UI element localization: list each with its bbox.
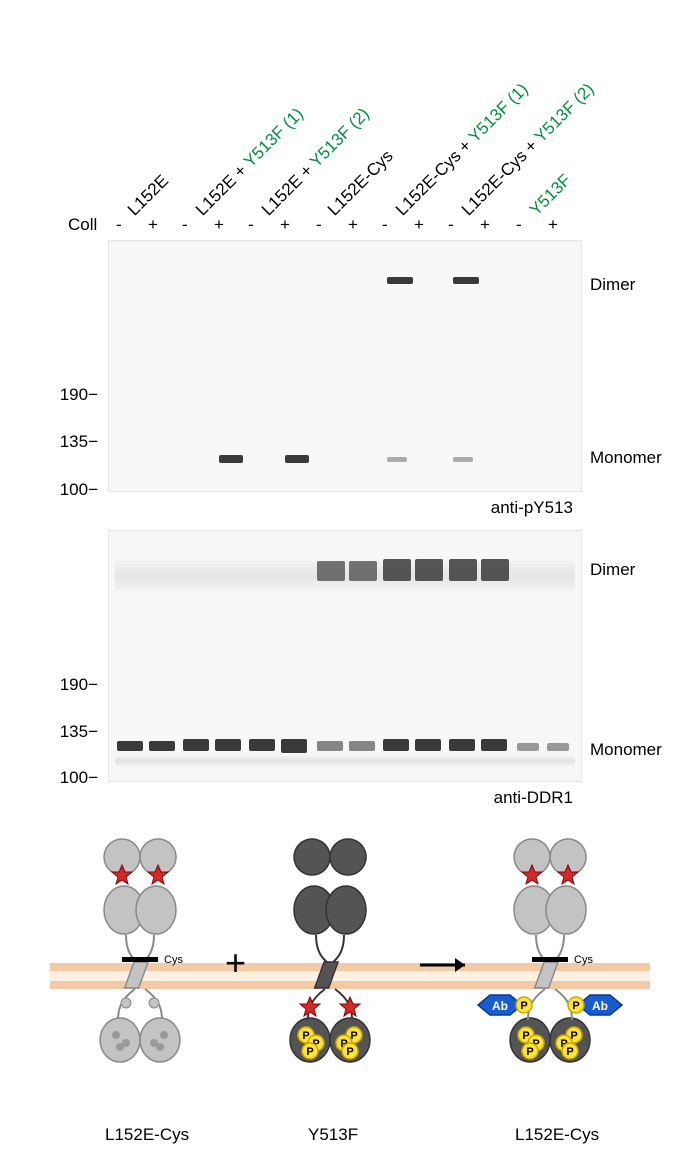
band-monomer-1 <box>219 455 243 463</box>
band-mon2-8 <box>349 741 375 751</box>
band-dimer-1 <box>387 277 413 284</box>
band-dimer2-1 <box>317 561 345 581</box>
blot-anti-py513 <box>108 240 582 492</box>
band-dimer2-3 <box>383 559 411 581</box>
label-dimer-2: Dimer <box>590 560 635 580</box>
coll-3: - <box>182 215 188 235</box>
band-monomer-3 <box>387 457 407 462</box>
mw-100-1: 100− <box>58 480 98 500</box>
lane-labels: L152E L152E + Y513F (1) L152E + Y513F (2… <box>0 0 693 210</box>
mw-135-1: 135− <box>58 432 98 452</box>
coll-4: + <box>214 215 224 235</box>
coll-label: Coll <box>68 215 97 235</box>
band-monomer-4 <box>453 457 473 462</box>
coll-12: + <box>480 215 490 235</box>
lane-label-2: L152E + Y513F (1) <box>192 104 308 220</box>
coll-5: - <box>248 215 254 235</box>
diagram-svg: P Ab Cys + <box>50 815 650 1155</box>
receptor-l152e-cys-left: Cys <box>100 839 183 1062</box>
band-dimer2-4 <box>415 559 443 581</box>
band-mon2-11 <box>449 739 475 751</box>
coll-2: + <box>148 215 158 235</box>
plus-sign: + <box>225 942 246 983</box>
band-dimer-2 <box>453 277 479 284</box>
band-mon2-1 <box>117 741 143 751</box>
coll-8: + <box>348 215 358 235</box>
coll-7: - <box>316 215 322 235</box>
ab-label-2: anti-DDR1 <box>494 788 573 808</box>
coll-13: - <box>516 215 522 235</box>
lane-label-1: L152E <box>124 171 173 220</box>
band-monomer-2 <box>285 455 309 463</box>
band-mon2-7 <box>317 741 343 751</box>
lane-label-5: L152E-Cys + Y513F (1) <box>392 79 533 220</box>
label-dimer-1: Dimer <box>590 275 635 295</box>
band-dimer2-6 <box>481 559 509 581</box>
blot-anti-ddr1 <box>108 530 582 782</box>
coll-10: + <box>414 215 424 235</box>
smear-mon-lower <box>115 756 575 766</box>
diagram-label-3: L152E-Cys <box>515 1125 599 1145</box>
band-mon2-10 <box>415 739 441 751</box>
lane-label-6: L152E-Cys + Y513F (2) <box>458 79 599 220</box>
lane-label-7: Y513F <box>526 170 576 220</box>
coll-1: - <box>116 215 122 235</box>
band-mon2-2 <box>149 741 175 751</box>
coll-14: + <box>548 215 558 235</box>
diagram-label-2: Y513F <box>308 1125 358 1145</box>
label-monomer-2: Monomer <box>590 740 662 760</box>
mw-190-2: 190− <box>58 675 98 695</box>
mw-190-1: 190− <box>58 385 98 405</box>
diagram-label-1: L152E-Cys <box>105 1125 189 1145</box>
coll-11: - <box>448 215 454 235</box>
ab-label-1: anti-pY513 <box>491 498 573 518</box>
svg-text:Cys: Cys <box>164 954 183 966</box>
svg-text:Cys: Cys <box>574 954 593 966</box>
band-mon2-5 <box>249 739 275 751</box>
band-mon2-3 <box>183 739 209 751</box>
receptor-complex: Cys <box>478 839 622 1062</box>
band-dimer2-2 <box>349 561 377 581</box>
band-mon2-12 <box>481 739 507 751</box>
label-monomer-1: Monomer <box>590 448 662 468</box>
mw-135-2: 135− <box>58 722 98 742</box>
band-mon2-13 <box>517 743 539 751</box>
band-mon2-9 <box>383 739 409 751</box>
diagram: P Ab Cys + <box>50 815 650 1155</box>
coll-6: + <box>280 215 290 235</box>
band-mon2-4 <box>215 739 241 751</box>
band-dimer2-5 <box>449 559 477 581</box>
mw-100-2: 100− <box>58 768 98 788</box>
lane-label-4: L152E-Cys <box>324 146 398 220</box>
band-mon2-14 <box>547 743 569 751</box>
band-mon2-6 <box>281 739 307 753</box>
coll-9: - <box>382 215 388 235</box>
receptor-y513f <box>290 839 370 1062</box>
